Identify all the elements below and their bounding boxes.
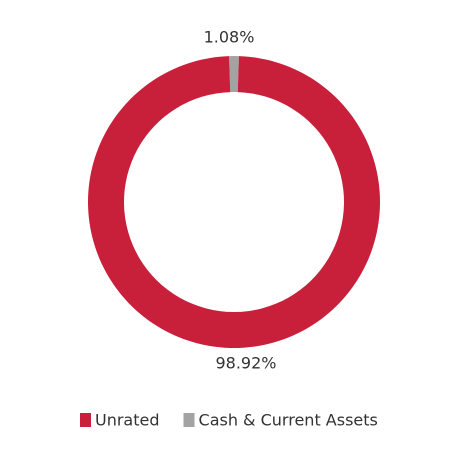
legend-label: Unrated (95, 411, 160, 430)
legend-swatch (183, 413, 195, 427)
value-label: 1.08% (204, 28, 255, 47)
legend-label: Cash & Current Assets (199, 411, 378, 430)
donut-segment (88, 56, 381, 348)
legend-swatch (80, 413, 91, 427)
donut-segment (229, 55, 239, 93)
value-label: 98.92% (215, 354, 276, 373)
